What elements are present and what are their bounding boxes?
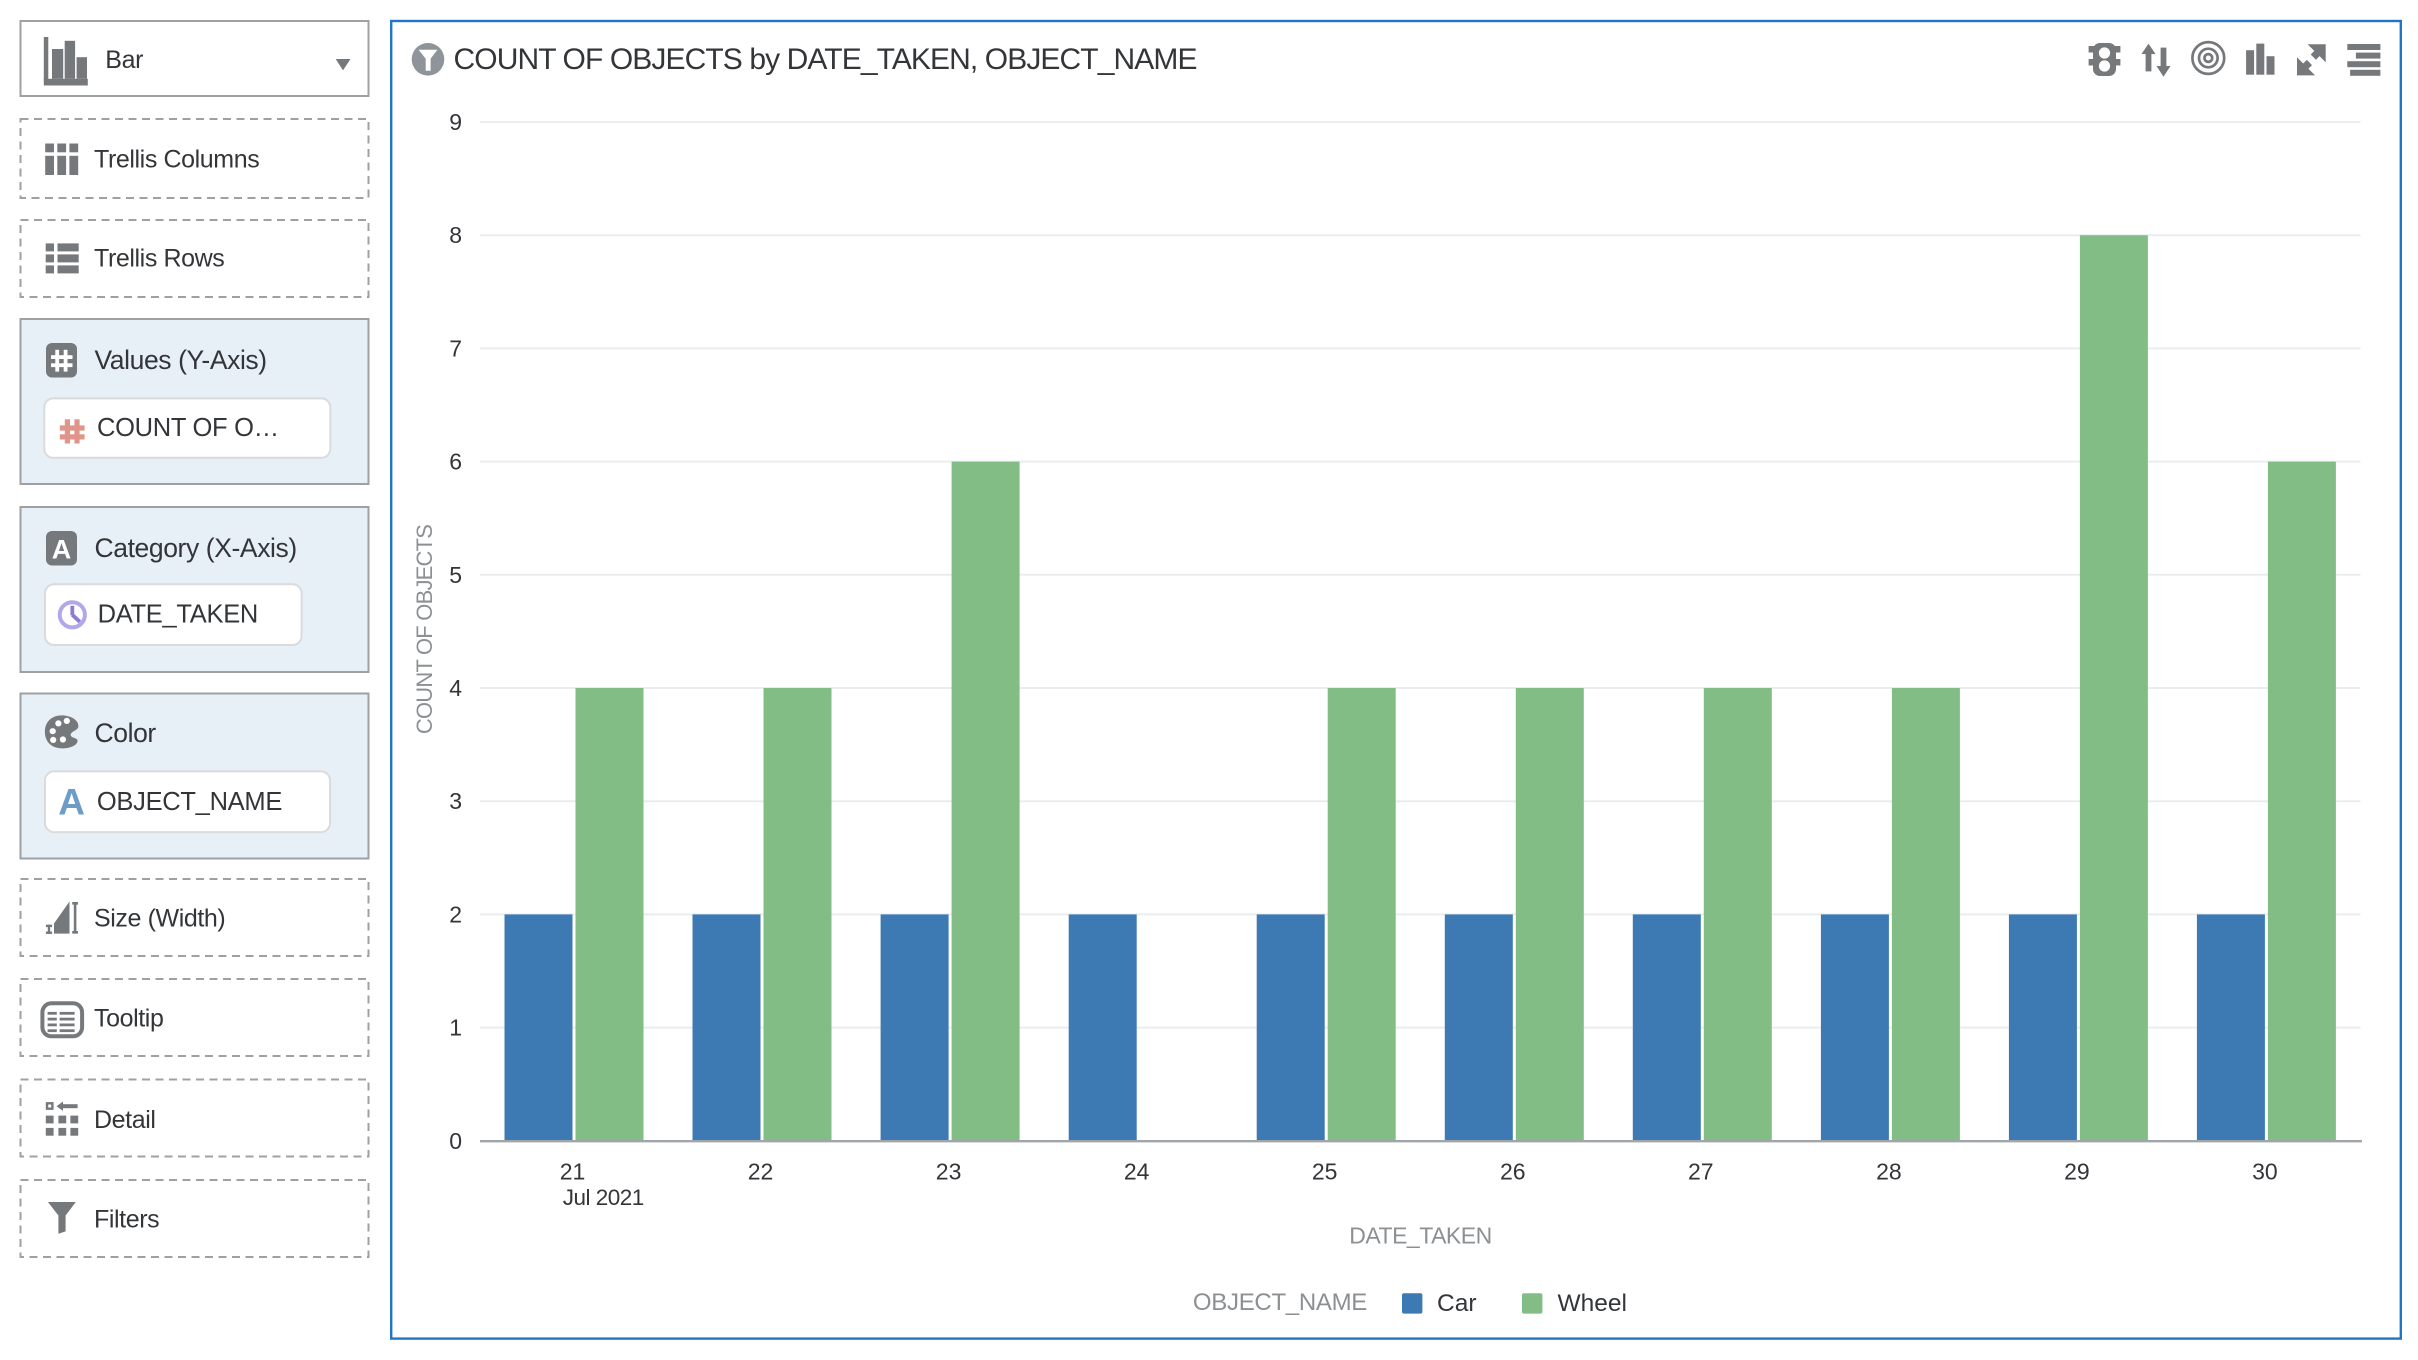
- svg-text:30: 30: [2252, 1158, 2278, 1184]
- svg-text:9: 9: [449, 109, 462, 135]
- svg-text:24: 24: [1124, 1158, 1150, 1184]
- svg-text:Wheel: Wheel: [1558, 1290, 1627, 1317]
- svg-text:A: A: [58, 782, 85, 823]
- svg-text:22: 22: [748, 1158, 774, 1184]
- svg-text:Bar: Bar: [105, 46, 143, 74]
- svg-text:Values (Y-Axis): Values (Y-Axis): [95, 345, 267, 375]
- svg-text:Color: Color: [95, 718, 157, 748]
- svg-text:OBJECT_NAME: OBJECT_NAME: [1193, 1289, 1367, 1316]
- svg-text:Detail: Detail: [94, 1106, 156, 1134]
- svg-text:29: 29: [2064, 1158, 2090, 1184]
- svg-text:21: 21: [560, 1158, 586, 1184]
- svg-text:Size (Width): Size (Width): [94, 905, 225, 933]
- svg-text:Jul 2021: Jul 2021: [563, 1185, 644, 1210]
- svg-text:1: 1: [449, 1015, 462, 1041]
- svg-text:COUNT OF O…: COUNT OF O…: [97, 414, 279, 442]
- svg-text:7: 7: [449, 335, 462, 361]
- svg-text:27: 27: [1688, 1158, 1714, 1184]
- svg-text:COUNT OF OBJECTS by DATE_TAKEN: COUNT OF OBJECTS by DATE_TAKEN, OBJECT_N…: [454, 43, 1197, 76]
- svg-text:Category (X-Axis): Category (X-Axis): [95, 533, 297, 563]
- svg-text:28: 28: [1876, 1158, 1902, 1184]
- svg-text:25: 25: [1312, 1158, 1338, 1184]
- svg-text:Trellis Columns: Trellis Columns: [94, 146, 259, 174]
- svg-text:6: 6: [449, 449, 462, 475]
- svg-text:Filters: Filters: [94, 1206, 159, 1234]
- svg-text:26: 26: [1500, 1158, 1526, 1184]
- svg-text:23: 23: [936, 1158, 962, 1184]
- svg-text:OBJECT_NAME: OBJECT_NAME: [97, 788, 282, 816]
- svg-text:5: 5: [449, 562, 462, 588]
- svg-text:Trellis Rows: Trellis Rows: [94, 245, 224, 273]
- svg-text:3: 3: [449, 788, 462, 814]
- svg-text:4: 4: [449, 675, 462, 701]
- svg-text:Tooltip: Tooltip: [94, 1005, 163, 1033]
- svg-text:0: 0: [449, 1128, 462, 1154]
- svg-text:Car: Car: [1437, 1290, 1476, 1317]
- svg-text:COUNT OF OBJECTS: COUNT OF OBJECTS: [412, 525, 437, 734]
- svg-text:DATE_TAKEN: DATE_TAKEN: [1349, 1223, 1491, 1249]
- svg-text:2: 2: [449, 901, 462, 927]
- svg-text:DATE_TAKEN: DATE_TAKEN: [98, 601, 258, 629]
- svg-text:A: A: [52, 535, 72, 565]
- svg-text:8: 8: [449, 222, 462, 248]
